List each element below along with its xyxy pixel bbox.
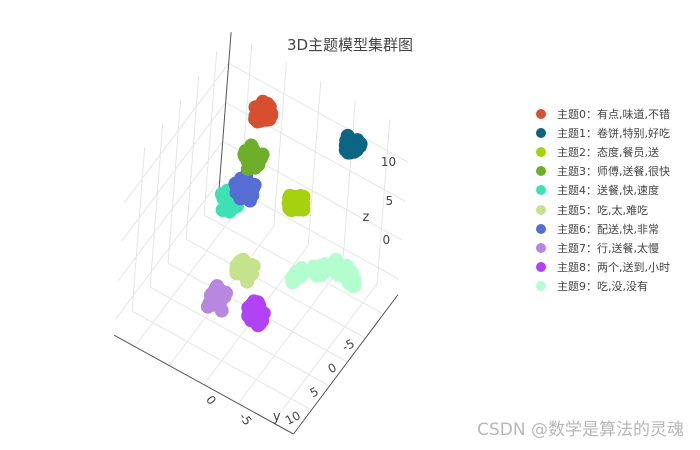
- y-tick-label: 5: [308, 384, 321, 400]
- cluster-7: [200, 279, 233, 318]
- legend-marker: [536, 204, 546, 215]
- grid-line: [293, 294, 399, 435]
- cluster-0: [248, 94, 279, 129]
- data-point[interactable]: [202, 296, 217, 311]
- data-point[interactable]: [250, 318, 265, 333]
- grid-line: [123, 63, 230, 203]
- data-point[interactable]: [246, 149, 261, 164]
- cluster-3: [237, 138, 270, 176]
- legend-label: 主题6：配送,快,非常: [557, 222, 659, 236]
- cluster-6: [228, 169, 262, 208]
- legend-item[interactable]: 主题4：送餐,快,速度: [532, 181, 670, 200]
- data-point[interactable]: [236, 262, 251, 277]
- grid-line: [185, 238, 366, 339]
- cluster-8: [241, 294, 271, 333]
- grid-line: [273, 62, 287, 227]
- legend-label: 主题9：吃,没,没有: [557, 280, 648, 294]
- grid-line: [185, 75, 200, 240]
- legend: 主题0：有点,味道,不错 主题1：卷饼,特别,好吃 主题2：态度,餐员,送 主题3：师…: [532, 104, 670, 296]
- legend-label: 主题4：送餐,快,速度: [557, 184, 659, 198]
- y-tick-label: 10: [283, 408, 303, 428]
- z-tick-label: 10: [381, 155, 396, 169]
- legend-marker: [536, 281, 546, 292]
- grid-line: [131, 310, 312, 411]
- data-point[interactable]: [296, 189, 311, 204]
- data-point[interactable]: [339, 133, 354, 148]
- legend-marker: [536, 262, 546, 273]
- grid-line: [376, 119, 391, 284]
- legend-label: 主题2：态度,餐员,送: [557, 145, 659, 159]
- grid-line: [120, 102, 227, 242]
- grid-line: [272, 283, 378, 423]
- data-point[interactable]: [238, 178, 253, 193]
- data-point[interactable]: [241, 308, 256, 323]
- z-tick-label: 5: [385, 194, 393, 208]
- y-axis-title: y: [273, 409, 281, 424]
- cluster-5: [229, 252, 261, 289]
- grid-line: [237, 264, 344, 404]
- chart-title: 3D主题模型集群图: [286, 36, 414, 54]
- legend-item[interactable]: 主题1：卷饼,特别,好吃: [532, 123, 670, 142]
- legend-marker: [536, 166, 546, 177]
- grid-line: [307, 81, 322, 246]
- grid-line: [114, 180, 221, 320]
- grid-line: [203, 214, 384, 315]
- grid-line: [131, 147, 146, 312]
- watermark: CSDN @数学是算法的灵魂: [477, 420, 684, 440]
- cluster-2: [281, 188, 311, 217]
- grid-line: [149, 286, 330, 387]
- data-point[interactable]: [313, 259, 328, 274]
- x-tick-label: -5: [236, 410, 254, 428]
- x-tick-label: 0: [203, 393, 219, 408]
- grid-line: [342, 100, 356, 265]
- legend-label: 主题5：吃,太,难吃: [557, 203, 648, 217]
- grid-line: [117, 141, 224, 281]
- grid-line: [113, 334, 294, 435]
- legend-item[interactable]: 主题7：行,送餐,太慢: [532, 238, 670, 257]
- data-point[interactable]: [293, 264, 308, 278]
- grid-line: [218, 32, 232, 197]
- legend-label: 主题0：有点,味道,不错: [557, 107, 670, 121]
- legend-label: 主题8：两个,送到,小时: [557, 261, 670, 275]
- legend-marker: [536, 146, 546, 157]
- legend-item[interactable]: 主题6：配送,快,非常: [532, 219, 670, 238]
- legend-item[interactable]: 主题5：吃,太,难吃: [532, 200, 670, 219]
- legend-marker: [536, 108, 546, 119]
- grid-line: [167, 99, 182, 264]
- legend-item[interactable]: 主题8：两个,送到,小时: [532, 258, 670, 277]
- grid-line: [134, 207, 240, 347]
- legend-item[interactable]: 主题9：吃,没,没有: [532, 277, 670, 296]
- cluster-9: [284, 252, 362, 294]
- data-point[interactable]: [285, 275, 300, 290]
- z-tick-label: 0: [382, 233, 390, 247]
- legend-item[interactable]: 主题0：有点,味道,不错: [532, 104, 670, 123]
- data-point[interactable]: [329, 255, 344, 270]
- grid-line: [203, 51, 218, 216]
- data-point[interactable]: [262, 104, 277, 119]
- data-point[interactable]: [286, 197, 301, 212]
- legend-item[interactable]: 主题2：态度,餐员,送: [532, 142, 670, 161]
- legend-label: 主题3：师傅,送餐,很快: [557, 165, 670, 179]
- y-tick-label: -5: [340, 336, 357, 354]
- legend-marker: [536, 223, 546, 234]
- legend-marker: [536, 242, 546, 253]
- legend-item[interactable]: 主题3：师傅,送餐,很快: [532, 162, 670, 181]
- y-tick-label: 0: [326, 360, 339, 376]
- data-point[interactable]: [219, 285, 233, 300]
- cluster-1: [338, 128, 368, 160]
- data-point[interactable]: [349, 142, 364, 157]
- legend-label: 主题7：行,送餐,太慢: [557, 241, 659, 255]
- legend-label: 主题1：卷饼,特别,好吃: [557, 126, 670, 140]
- z-axis-title: z: [362, 210, 369, 225]
- legend-marker: [536, 185, 546, 196]
- grid-line: [228, 62, 409, 163]
- legend-marker: [536, 127, 546, 138]
- grid-lines: [113, 32, 409, 435]
- grid-line: [149, 123, 164, 288]
